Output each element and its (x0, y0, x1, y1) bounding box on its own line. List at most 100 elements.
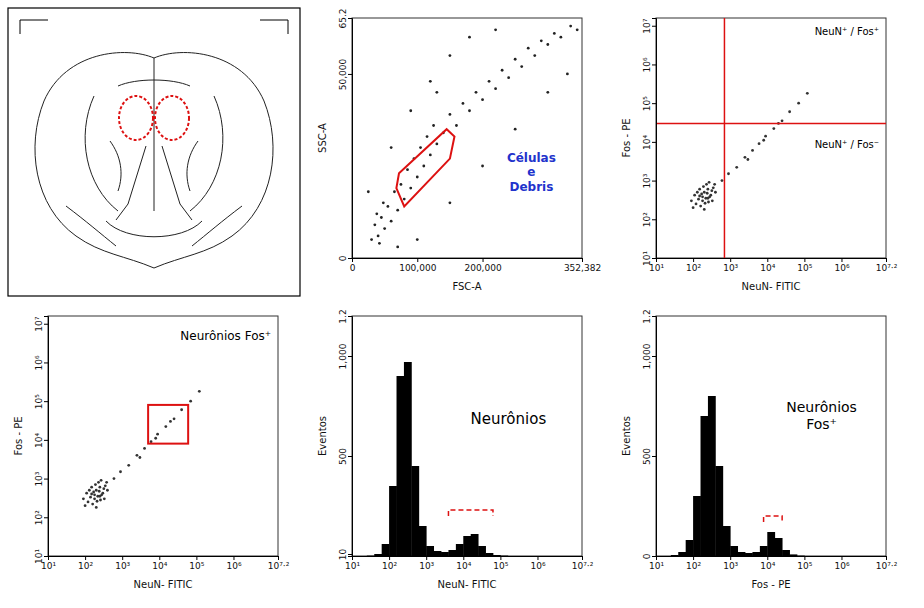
point (416, 238, 419, 241)
brain-outline (106, 221, 202, 237)
tick-mark (233, 556, 234, 560)
bar (545, 556, 553, 557)
point (435, 91, 438, 94)
point (377, 235, 380, 238)
point (520, 65, 523, 68)
point (136, 454, 139, 457)
bar (827, 556, 835, 557)
annotation: Células (507, 151, 556, 165)
tick-label: 10⁶ (226, 561, 241, 571)
tick: 1,000 (642, 343, 656, 369)
tick: 352,382 (564, 258, 601, 273)
x-axis: 10¹10²10³10⁴10⁵10⁶10⁷·² (649, 258, 898, 273)
bar (790, 554, 798, 556)
point (426, 135, 429, 138)
point (475, 91, 478, 94)
chart-panel: 10¹10²10³10⁴10⁵10⁶10⁷·²10¹10²10³10⁴10⁵10… (13, 316, 290, 590)
point (703, 208, 706, 211)
y-axis-title: Eventos (317, 416, 328, 456)
tick: 10³ (34, 471, 48, 486)
tick-mark (463, 556, 464, 560)
point (169, 420, 172, 423)
tick: 10⁵ (189, 556, 204, 571)
tick: 10² (382, 556, 397, 571)
tick: 1.2 (338, 309, 352, 323)
tick-mark (652, 356, 656, 357)
point (429, 80, 432, 83)
point (762, 139, 765, 142)
tick: 10⁶ (530, 556, 545, 571)
point (764, 135, 767, 138)
point (85, 492, 88, 495)
point (540, 39, 543, 42)
point (375, 212, 378, 215)
y-axis: 10¹10²10³10⁴10⁵10⁶10⁷ (642, 18, 657, 266)
point (173, 417, 176, 420)
point (89, 496, 92, 499)
y-axis: 050,00065.2 (338, 8, 353, 261)
brain-outline (118, 80, 190, 86)
bar (426, 546, 434, 556)
point (481, 165, 484, 168)
bar (701, 416, 709, 556)
tick-label: 352,382 (564, 263, 601, 273)
tick-mark (767, 258, 768, 262)
point (744, 156, 747, 159)
point (367, 190, 370, 193)
point (705, 183, 708, 186)
tick: 10⁴ (456, 556, 471, 571)
point (104, 484, 107, 487)
tick: 10⁴ (152, 556, 167, 571)
point (758, 142, 761, 145)
tick-label: 10⁵ (797, 561, 812, 571)
brain-outline (190, 96, 223, 211)
annotation: Neurônios (471, 410, 547, 428)
point (553, 32, 556, 35)
point (380, 216, 383, 219)
x-axis: 10¹10²10³10⁴10⁵10⁶10⁷·² (649, 556, 898, 571)
tick-mark (537, 556, 538, 560)
point (396, 246, 399, 249)
brain-outline (187, 141, 198, 191)
bar (411, 466, 419, 556)
point (576, 28, 579, 31)
point (98, 495, 101, 498)
bar (871, 556, 879, 557)
tick-mark (44, 517, 48, 518)
tick-label: 0 (338, 255, 348, 261)
point (514, 58, 517, 61)
tick-label: 10³ (115, 561, 130, 571)
bar (359, 556, 367, 557)
point (699, 205, 702, 208)
y-axis-title: Fos - PE (621, 118, 632, 157)
point (400, 183, 403, 186)
point (91, 503, 94, 506)
tick-label: 1.2 (642, 309, 652, 323)
y-axis-title: SSC-A (317, 123, 328, 153)
bar (404, 362, 412, 556)
point (449, 201, 452, 204)
point (93, 497, 96, 500)
bar (678, 552, 686, 556)
point (494, 87, 497, 90)
point (119, 470, 122, 473)
tick-label: 10⁶ (34, 355, 44, 370)
tick: 10³ (419, 556, 434, 571)
point (419, 146, 422, 149)
point (102, 487, 105, 490)
tick: 0 (642, 553, 656, 559)
point (462, 102, 465, 105)
bar (560, 556, 568, 557)
bar (775, 538, 783, 556)
tick-label: 10⁶ (530, 561, 545, 571)
point (164, 425, 167, 428)
bar (856, 556, 864, 557)
y-axis-title: Fos - PE (13, 416, 24, 455)
tick-mark (652, 258, 656, 259)
bar (456, 544, 464, 556)
tick: 10² (78, 556, 93, 571)
tick: 0 (338, 255, 352, 261)
point (701, 195, 704, 198)
bar (804, 556, 812, 557)
tick-label: 500 (642, 448, 652, 465)
